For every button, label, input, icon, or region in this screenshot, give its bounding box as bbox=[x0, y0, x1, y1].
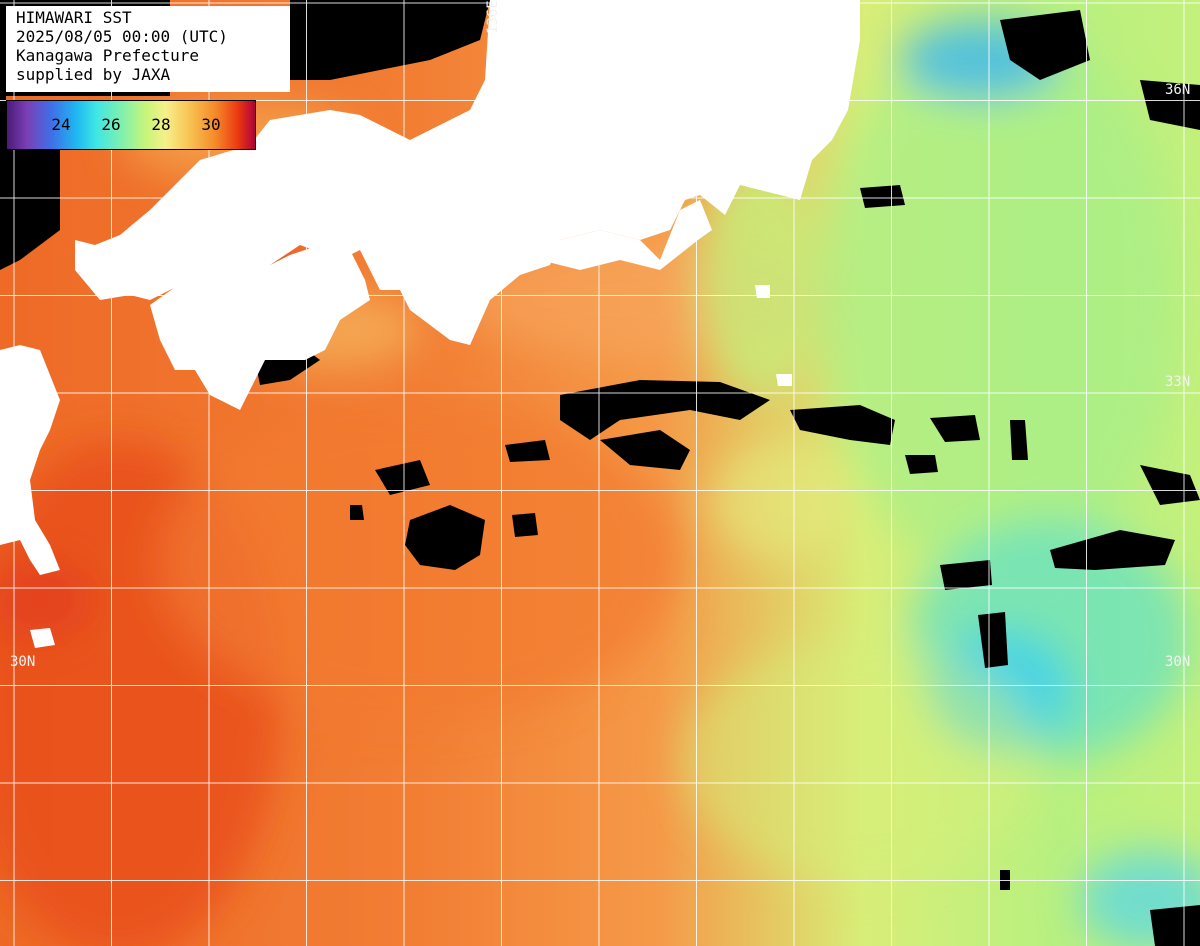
observation-time: 2025/08/05 00:00 (UTC) bbox=[16, 27, 228, 46]
land bbox=[0, 0, 860, 648]
lat-label-30n-left: 30N bbox=[10, 654, 36, 670]
title-block: HIMAWARI SST 2025/08/05 00:00 (UTC) Kana… bbox=[6, 6, 290, 92]
product-title: HIMAWARI SST bbox=[16, 8, 132, 27]
lon-label-136e: 136E bbox=[485, 0, 501, 34]
sst-color-scale: 24 26 28 30 bbox=[6, 100, 256, 150]
colorbar-tick-24: 24 bbox=[51, 115, 71, 134]
data-supplier: supplied by JAXA bbox=[16, 65, 171, 84]
lat-label-36n: 36N bbox=[1165, 82, 1191, 98]
provider-prefecture: Kanagawa Prefecture bbox=[16, 46, 200, 65]
colorbar-tick-28: 28 bbox=[151, 115, 171, 134]
lat-label-30n-right: 30N bbox=[1165, 654, 1191, 670]
colorbar-tick-26: 26 bbox=[101, 115, 121, 134]
colorbar-tick-30: 30 bbox=[201, 115, 221, 134]
lat-label-33n: 33N bbox=[1165, 374, 1191, 390]
